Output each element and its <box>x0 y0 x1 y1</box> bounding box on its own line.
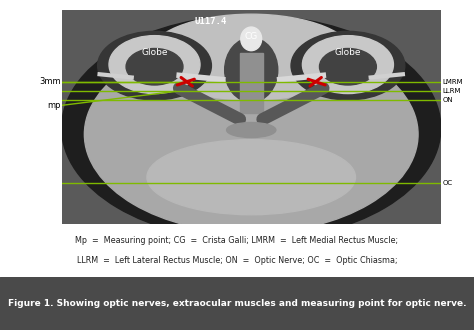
Ellipse shape <box>147 14 356 100</box>
Ellipse shape <box>291 31 405 100</box>
Text: U117.4: U117.4 <box>194 17 227 26</box>
Ellipse shape <box>147 140 356 215</box>
Text: Figure 1. Showing optic nerves, extraocular muscles and measuring point for opti: Figure 1. Showing optic nerves, extraocu… <box>8 299 466 308</box>
Bar <box>240 53 263 113</box>
Ellipse shape <box>319 49 376 85</box>
Text: ON: ON <box>443 97 453 103</box>
Text: mp: mp <box>47 101 61 110</box>
Ellipse shape <box>302 36 393 94</box>
Text: OC: OC <box>443 180 453 185</box>
Text: CG: CG <box>245 32 258 41</box>
Text: Globe: Globe <box>141 48 168 57</box>
Ellipse shape <box>98 31 211 100</box>
Ellipse shape <box>227 122 276 138</box>
Text: LMRM: LMRM <box>443 79 463 85</box>
Text: LLRM: LLRM <box>443 88 461 94</box>
Ellipse shape <box>84 36 418 233</box>
Text: LLRM  =  Left Lateral Rectus Muscle; ON  =  Optic Nerve; OC  =  Optic Chiasma;: LLRM = Left Lateral Rectus Muscle; ON = … <box>77 256 397 265</box>
Ellipse shape <box>225 38 278 102</box>
Ellipse shape <box>109 36 200 94</box>
Ellipse shape <box>126 49 183 85</box>
Ellipse shape <box>241 27 262 51</box>
Text: Mp  =  Measuring point; CG  =  Crista Galli; LMRM  =  Left Medial Rectus Muscle;: Mp = Measuring point; CG = Crista Galli;… <box>75 236 399 245</box>
Text: 3mm: 3mm <box>39 77 61 86</box>
Ellipse shape <box>62 15 441 241</box>
Text: Globe: Globe <box>335 48 361 57</box>
